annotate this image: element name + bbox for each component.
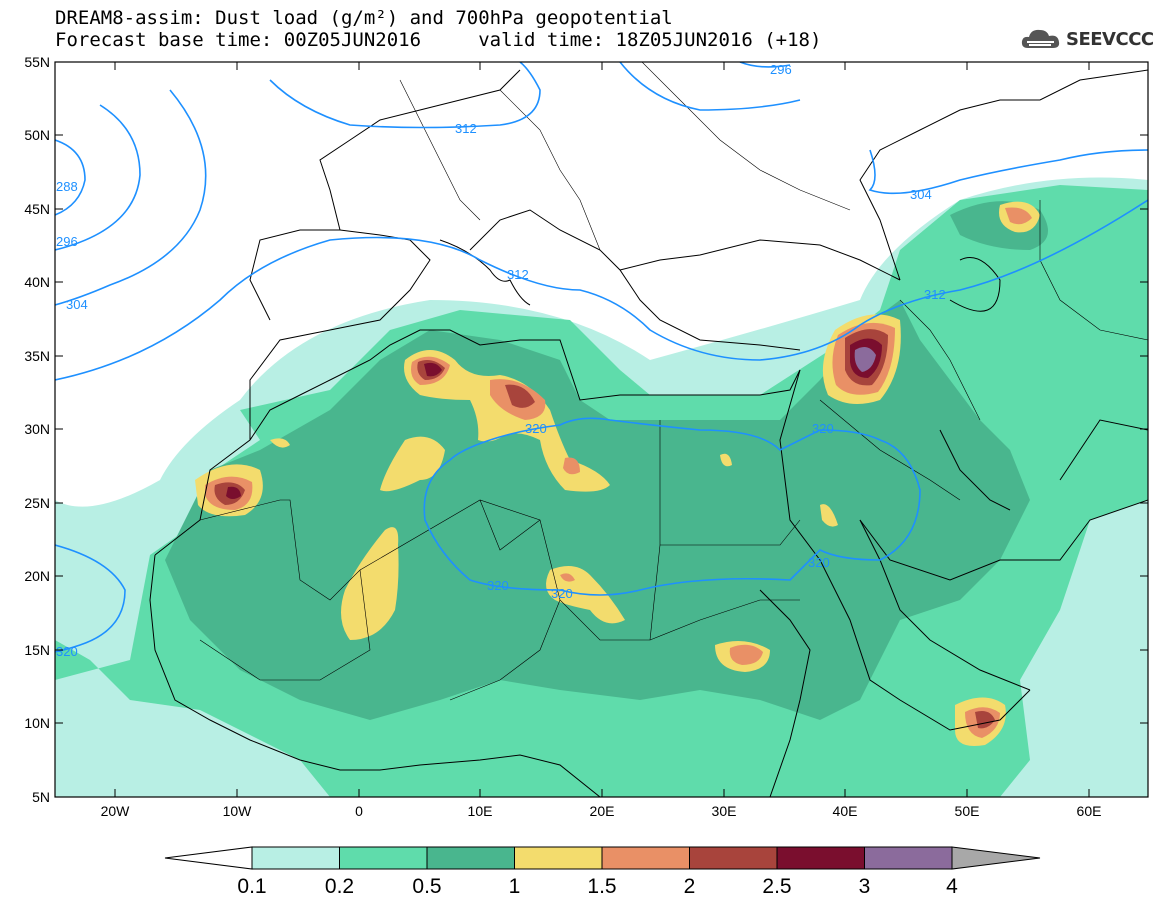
lat-label: 5N xyxy=(32,789,50,805)
colorbar-upper-arrow xyxy=(951,846,1041,870)
lon-label: 50E xyxy=(955,803,980,819)
colorbar-swatch xyxy=(689,846,778,870)
contour-label: 296 xyxy=(770,62,792,77)
contour-label: 312 xyxy=(455,121,477,136)
lat-label: 50N xyxy=(24,127,50,143)
map-title-line2: Forecast base time: 00Z05JUN2016 valid t… xyxy=(55,29,822,51)
geopotential-contours xyxy=(55,62,1148,653)
axis-ticks xyxy=(55,61,1148,798)
lon-label: 10E xyxy=(468,803,493,819)
colorbar-label: 1 xyxy=(509,875,521,898)
colorbar-swatch xyxy=(251,846,340,870)
contour-label: 296 xyxy=(56,234,78,249)
map-title-line1: DREAM8-assim: Dust load (g/m²) and 700hP… xyxy=(55,7,673,29)
lon-label: 20W xyxy=(101,803,131,819)
lat-label: 35N xyxy=(24,348,50,364)
contour-label: 312 xyxy=(507,267,529,282)
brand-name: SEEVCCC xyxy=(1066,28,1154,50)
colorbar-label: 4 xyxy=(946,875,958,898)
contour-label: 312 xyxy=(924,287,946,302)
colorbar-swatch xyxy=(339,846,428,870)
contour-label: 320 xyxy=(812,421,834,436)
lon-label: 40E xyxy=(833,803,858,819)
colorbar-label: 0.1 xyxy=(237,875,266,898)
colorbar-swatch xyxy=(601,846,690,870)
colorbar: 0.1 0.2 0.5 1 1.5 2 2.5 3 4 xyxy=(164,846,1041,898)
lon-label: 20E xyxy=(590,803,615,819)
contour-label: 288 xyxy=(56,179,78,194)
colorbar-swatch xyxy=(514,846,603,870)
latitude-labels: 55N 50N 45N 40N 35N 30N 25N 20N 15N 10N … xyxy=(24,54,50,805)
colorbar-label: 2.5 xyxy=(762,875,791,898)
contour-labels: 296 312 288 296 304 312 304 312 320 320 … xyxy=(56,62,946,659)
lat-label: 25N xyxy=(24,495,50,511)
colorbar-label: 0.5 xyxy=(412,875,441,898)
colorbar-label: 2 xyxy=(684,875,696,898)
country-borders xyxy=(199,62,1148,701)
lon-label: 0 xyxy=(355,803,363,819)
lat-label: 40N xyxy=(24,274,50,290)
contour-label: 320 xyxy=(808,555,830,570)
colorbar-label: 1.5 xyxy=(587,875,616,898)
lat-label: 30N xyxy=(24,421,50,437)
contour-label: 304 xyxy=(66,297,88,312)
colorbar-label: 0.2 xyxy=(325,875,354,898)
contour-label: 320 xyxy=(487,578,509,593)
longitude-labels: 20W 10W 0 10E 20E 30E 40E 50E 60E xyxy=(101,803,1102,819)
contour-label: 320 xyxy=(525,421,547,436)
lat-label: 55N xyxy=(24,54,50,70)
colorbar-swatch xyxy=(864,846,953,870)
lat-label: 15N xyxy=(24,642,50,658)
dust-field xyxy=(55,177,1148,797)
lon-label: 10W xyxy=(223,803,253,819)
lon-label: 30E xyxy=(712,803,737,819)
lon-label: 60E xyxy=(1077,803,1102,819)
colorbar-label: 3 xyxy=(859,875,871,898)
lat-label: 45N xyxy=(24,201,50,217)
coastlines xyxy=(149,69,1148,797)
lat-label: 20N xyxy=(24,568,50,584)
colorbar-swatch xyxy=(776,846,865,870)
colorbar-swatch xyxy=(426,846,515,870)
contour-label: 320 xyxy=(56,644,78,659)
brand-logo: SEEVCCC xyxy=(1020,26,1154,52)
lat-label: 10N xyxy=(24,715,50,731)
contour-label: 320 xyxy=(551,586,573,601)
cloud-icon xyxy=(1021,29,1060,48)
colorbar-lower-arrow xyxy=(164,846,253,870)
contour-label: 304 xyxy=(910,187,932,202)
